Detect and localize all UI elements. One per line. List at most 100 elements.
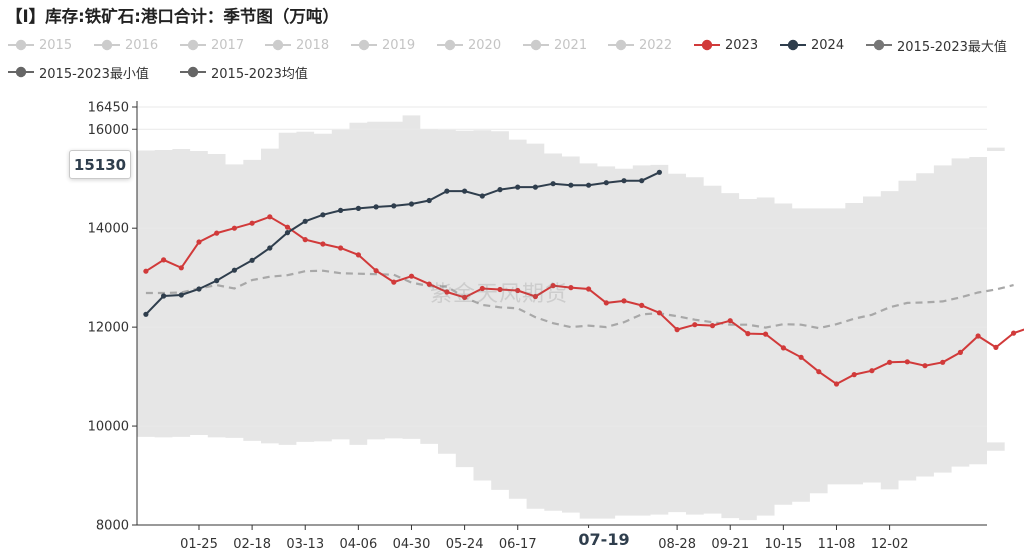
data-point-2024[interactable] bbox=[214, 278, 220, 284]
data-point-2023[interactable] bbox=[284, 224, 291, 230]
data-point-2023[interactable] bbox=[196, 239, 202, 245]
axis-layer: 8000 10000 12000 14000 16000 16450 01-25 02-18 0… bbox=[88, 101, 987, 552]
data-point-2024[interactable] bbox=[656, 169, 663, 175]
legend-item-2024[interactable]: 2024 bbox=[780, 36, 844, 54]
data-point-2024[interactable] bbox=[196, 286, 202, 292]
data-point-2024[interactable] bbox=[444, 188, 450, 194]
data-point-2023[interactable] bbox=[143, 268, 149, 274]
data-point-2023[interactable] bbox=[975, 333, 981, 339]
data-point-2023[interactable] bbox=[231, 225, 237, 231]
data-point-2023[interactable] bbox=[426, 281, 432, 287]
data-point-2023[interactable] bbox=[709, 323, 716, 329]
data-point-2024[interactable] bbox=[532, 184, 539, 190]
legend-label: 2023 bbox=[725, 37, 759, 53]
legend-item-2018[interactable]: 2018 bbox=[265, 36, 329, 54]
data-point-2024[interactable] bbox=[178, 292, 184, 298]
data-point-2024[interactable] bbox=[249, 257, 255, 263]
legend-item-2022[interactable]: 2022 bbox=[608, 36, 672, 54]
legend-item-2015[interactable]: 2015 bbox=[8, 36, 72, 54]
data-point-2023[interactable] bbox=[922, 363, 928, 369]
data-point-2023[interactable] bbox=[178, 265, 184, 271]
data-point-2023[interactable] bbox=[957, 349, 964, 355]
data-point-2023[interactable] bbox=[161, 257, 167, 263]
data-point-2023[interactable] bbox=[532, 293, 539, 300]
data-point-2023[interactable] bbox=[391, 279, 397, 285]
x-tick-label: 10-15 bbox=[764, 537, 802, 552]
data-point-2024[interactable] bbox=[231, 267, 237, 273]
data-point-2024[interactable] bbox=[338, 207, 344, 213]
data-point-2024[interactable] bbox=[408, 201, 415, 207]
data-point-2023[interactable] bbox=[674, 327, 680, 333]
data-point-2023[interactable] bbox=[302, 237, 308, 243]
x-axis-pointer-label: 07-19 bbox=[568, 528, 640, 550]
legend-item-2019[interactable]: 2019 bbox=[351, 36, 415, 54]
data-point-2024[interactable] bbox=[586, 182, 592, 188]
data-point-2024[interactable] bbox=[284, 230, 291, 236]
data-point-2024[interactable] bbox=[391, 203, 397, 209]
legend-item-2015-2023最大值[interactable]: 2015-2023最大值 bbox=[866, 36, 1007, 55]
legend-item-2023[interactable]: 2023 bbox=[694, 36, 758, 54]
data-point-2023[interactable] bbox=[444, 289, 450, 295]
data-point-2024[interactable] bbox=[267, 245, 273, 251]
data-point-2023[interactable] bbox=[497, 286, 503, 293]
data-point-2023[interactable] bbox=[355, 252, 361, 258]
data-point-2023[interactable] bbox=[833, 381, 840, 387]
data-point-2023[interactable] bbox=[780, 345, 787, 351]
legend-line-dot-icon bbox=[437, 39, 463, 51]
data-point-2023[interactable] bbox=[639, 302, 645, 308]
data-point-2024[interactable] bbox=[161, 293, 167, 299]
data-point-2023[interactable] bbox=[798, 354, 804, 360]
data-point-2023[interactable] bbox=[656, 310, 663, 316]
data-point-2023[interactable] bbox=[869, 368, 875, 374]
legend-label: 2020 bbox=[468, 37, 502, 53]
legend-item-2015-2023最小值[interactable]: 2015-2023最小值 bbox=[8, 63, 149, 82]
legend-item-2020[interactable]: 2020 bbox=[437, 36, 501, 54]
data-point-2024[interactable] bbox=[143, 311, 149, 317]
data-point-2024[interactable] bbox=[462, 188, 468, 194]
data-point-2023[interactable] bbox=[249, 220, 255, 226]
data-point-2024[interactable] bbox=[479, 193, 485, 199]
data-point-2024[interactable] bbox=[497, 187, 503, 193]
data-point-2024[interactable] bbox=[603, 180, 609, 186]
data-point-2023[interactable] bbox=[515, 287, 521, 294]
data-point-2024[interactable] bbox=[568, 182, 574, 188]
data-point-2023[interactable] bbox=[904, 359, 910, 365]
data-point-2023[interactable] bbox=[816, 369, 822, 375]
data-point-2023[interactable] bbox=[993, 344, 999, 350]
data-point-2023[interactable] bbox=[373, 268, 379, 274]
data-point-2023[interactable] bbox=[568, 285, 574, 291]
data-point-2024[interactable] bbox=[621, 178, 627, 184]
data-point-2023[interactable] bbox=[763, 331, 769, 337]
data-point-2023[interactable] bbox=[586, 286, 592, 292]
data-point-2023[interactable] bbox=[462, 294, 468, 300]
data-point-2023[interactable] bbox=[692, 322, 698, 328]
data-point-2023[interactable] bbox=[851, 372, 857, 378]
data-point-2024[interactable] bbox=[639, 178, 645, 184]
legend-item-2021[interactable]: 2021 bbox=[523, 36, 587, 54]
data-point-2024[interactable] bbox=[550, 181, 556, 187]
data-point-2024[interactable] bbox=[426, 197, 432, 204]
data-point-2024[interactable] bbox=[373, 204, 379, 210]
data-point-2023[interactable] bbox=[621, 298, 627, 304]
data-point-2023[interactable] bbox=[338, 245, 344, 251]
data-point-2023[interactable] bbox=[603, 300, 609, 306]
legend-item-2016[interactable]: 2016 bbox=[94, 36, 158, 54]
data-point-2024[interactable] bbox=[320, 212, 326, 218]
data-point-2023[interactable] bbox=[727, 318, 733, 324]
data-point-2023[interactable] bbox=[1011, 330, 1017, 336]
data-point-2023[interactable] bbox=[745, 331, 751, 337]
data-point-2023[interactable] bbox=[214, 230, 220, 236]
legend-item-2017[interactable]: 2017 bbox=[180, 36, 244, 54]
data-point-2023[interactable] bbox=[479, 285, 485, 292]
x-tick-label: 12-02 bbox=[871, 537, 909, 552]
data-point-2024[interactable] bbox=[515, 184, 521, 190]
data-point-2023[interactable] bbox=[320, 241, 326, 247]
data-point-2023[interactable] bbox=[940, 359, 946, 365]
legend-item-2015-2023均值[interactable]: 2015-2023均值 bbox=[180, 63, 308, 82]
data-point-2023[interactable] bbox=[408, 273, 415, 279]
data-point-2023[interactable] bbox=[550, 283, 556, 289]
data-point-2023[interactable] bbox=[267, 214, 273, 220]
data-point-2024[interactable] bbox=[355, 205, 361, 211]
data-point-2024[interactable] bbox=[302, 218, 308, 224]
data-point-2023[interactable] bbox=[887, 359, 893, 365]
